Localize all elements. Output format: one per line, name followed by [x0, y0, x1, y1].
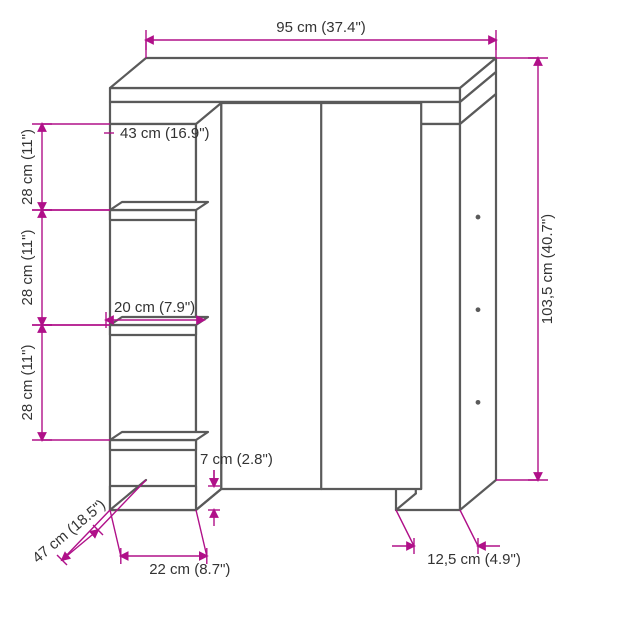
dim-shelf-unit-width-label: 22 cm (8.7")	[149, 561, 230, 578]
dim-leg-width: 12,5 cm (4.9")	[392, 510, 521, 568]
dim-width-top: 95 cm (37.4")	[146, 19, 496, 58]
dim-shelf-gap-1-label: 28 cm (11")	[19, 129, 36, 205]
dim-shelf-gap-1: 28 cm (11")	[19, 124, 110, 210]
dim-shelf-unit-width: 22 cm (8.7")	[110, 510, 230, 578]
dim-height-total: 103,5 cm (40.7")	[496, 58, 556, 480]
dim-shelf-gap-3: 28 cm (11")	[19, 325, 110, 440]
dim-top-depth: 43 cm (16.9")	[104, 125, 210, 142]
dim-leg-width-label: 12,5 cm (4.9")	[427, 551, 521, 568]
dim-shelf-gap-2: 28 cm (11")	[19, 210, 110, 325]
dim-shelf-gap-3-label: 28 cm (11")	[19, 345, 36, 421]
dim-height-total-label: 103,5 cm (40.7")	[539, 214, 556, 324]
dim-shelf-depth-label: 20 cm (7.9")	[114, 299, 195, 316]
dim-width-top-label: 95 cm (37.4")	[276, 19, 366, 36]
dim-top-depth-label: 43 cm (16.9")	[120, 125, 210, 142]
dim-shelf-gap-2-label: 28 cm (11")	[19, 230, 36, 306]
dim-kick-height-label: 7 cm (2.8")	[200, 451, 273, 468]
